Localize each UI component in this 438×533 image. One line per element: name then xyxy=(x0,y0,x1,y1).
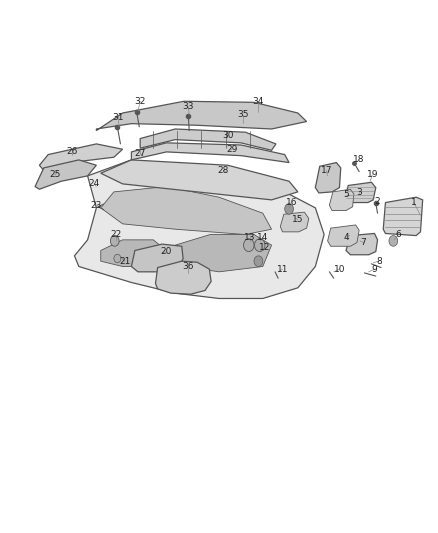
Text: 13: 13 xyxy=(244,233,255,241)
Polygon shape xyxy=(131,143,289,163)
Text: 18: 18 xyxy=(353,156,365,164)
Polygon shape xyxy=(101,160,298,200)
Text: 16: 16 xyxy=(286,198,297,207)
Text: 19: 19 xyxy=(367,171,378,179)
Polygon shape xyxy=(74,160,324,298)
Polygon shape xyxy=(101,187,272,235)
Text: 8: 8 xyxy=(376,257,382,265)
Text: 1: 1 xyxy=(411,198,417,207)
Text: 31: 31 xyxy=(113,113,124,122)
Polygon shape xyxy=(155,261,211,294)
Text: 33: 33 xyxy=(183,102,194,111)
Text: 6: 6 xyxy=(396,230,402,239)
Text: 14: 14 xyxy=(257,233,268,241)
Text: 4: 4 xyxy=(343,233,349,241)
Text: 7: 7 xyxy=(360,238,367,247)
Circle shape xyxy=(254,239,265,252)
Polygon shape xyxy=(328,225,359,246)
Polygon shape xyxy=(383,197,423,236)
Text: 21: 21 xyxy=(119,257,131,265)
Text: 26: 26 xyxy=(67,148,78,156)
Text: 23: 23 xyxy=(91,201,102,209)
Polygon shape xyxy=(346,233,378,255)
Text: 35: 35 xyxy=(237,110,249,119)
Text: 5: 5 xyxy=(343,190,349,199)
Polygon shape xyxy=(140,129,276,150)
Text: 25: 25 xyxy=(49,171,60,179)
Text: 10: 10 xyxy=(334,265,345,273)
Circle shape xyxy=(244,239,254,252)
Text: 24: 24 xyxy=(88,180,100,188)
Text: 32: 32 xyxy=(134,97,146,106)
Text: 27: 27 xyxy=(134,149,146,158)
Polygon shape xyxy=(96,101,307,131)
Polygon shape xyxy=(315,163,341,193)
Polygon shape xyxy=(329,189,354,211)
Text: 9: 9 xyxy=(371,265,378,273)
Text: 20: 20 xyxy=(161,247,172,256)
Text: 30: 30 xyxy=(222,132,233,140)
Circle shape xyxy=(285,204,293,214)
Text: 12: 12 xyxy=(259,244,271,252)
Text: 34: 34 xyxy=(253,97,264,106)
Polygon shape xyxy=(39,144,123,171)
Text: 3: 3 xyxy=(356,189,362,197)
Polygon shape xyxy=(280,212,309,232)
Text: 29: 29 xyxy=(226,145,238,154)
Text: 15: 15 xyxy=(292,215,304,224)
Circle shape xyxy=(114,254,121,263)
Circle shape xyxy=(110,236,119,246)
Circle shape xyxy=(254,256,263,266)
Polygon shape xyxy=(345,182,376,203)
Text: 22: 22 xyxy=(110,230,122,239)
Text: 28: 28 xyxy=(218,166,229,175)
Text: 2: 2 xyxy=(374,197,379,206)
Polygon shape xyxy=(175,235,272,272)
Text: 17: 17 xyxy=(321,166,332,175)
Polygon shape xyxy=(101,240,166,266)
Polygon shape xyxy=(131,244,183,272)
Polygon shape xyxy=(35,160,96,189)
Text: 36: 36 xyxy=(183,262,194,271)
Text: 11: 11 xyxy=(277,265,288,273)
Circle shape xyxy=(389,236,398,246)
